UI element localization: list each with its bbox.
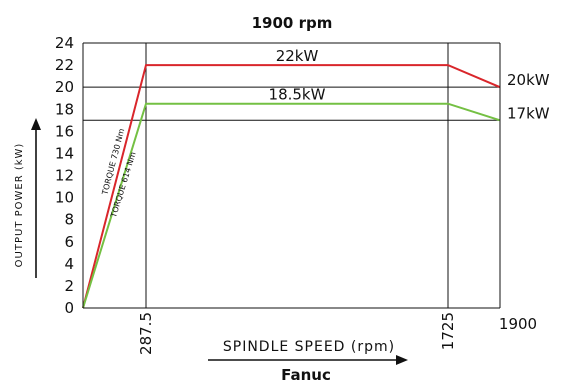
x-axis-title: SPINDLE SPEED (rpm) — [223, 339, 395, 355]
series-plateau-label: 18.5kW — [269, 86, 326, 104]
y-tick-label: 14 — [55, 144, 74, 162]
y-tick-label: 8 — [64, 211, 74, 229]
series-end-label: 17kW — [507, 104, 550, 122]
reference-lines — [83, 43, 500, 308]
y-tick-label: 16 — [55, 122, 74, 140]
y-tick-label: 24 — [55, 34, 74, 52]
y-axis-arrow — [31, 118, 41, 278]
y-tick-label: 12 — [55, 167, 74, 185]
series-plateau-label: 22kW — [276, 47, 319, 65]
series-end-label: 20kW — [507, 71, 550, 89]
series-line — [82, 64, 501, 309]
y-tick-label: 20 — [55, 78, 74, 96]
x-tick-label: 1900 — [499, 315, 537, 333]
series-group — [82, 64, 501, 309]
footer-label: Fanuc — [281, 366, 331, 384]
y-axis-title: OUTPUT POWER (kW) — [14, 143, 25, 268]
y-tick-label: 0 — [64, 299, 74, 317]
y-tick-label: 18 — [55, 100, 74, 118]
y-tick-label: 6 — [64, 233, 74, 251]
y-tick-label: 2 — [64, 277, 74, 295]
chart-title: 1900 rpm — [252, 14, 333, 32]
x-axis-arrow — [208, 355, 408, 365]
series-line — [82, 102, 501, 309]
y-tick-label: 10 — [55, 189, 74, 207]
y-tick-label: 22 — [55, 56, 74, 74]
x-tick-label: 1725 — [439, 312, 457, 350]
x-tick-label: 287.5 — [137, 312, 155, 355]
y-tick-label: 4 — [64, 255, 74, 273]
